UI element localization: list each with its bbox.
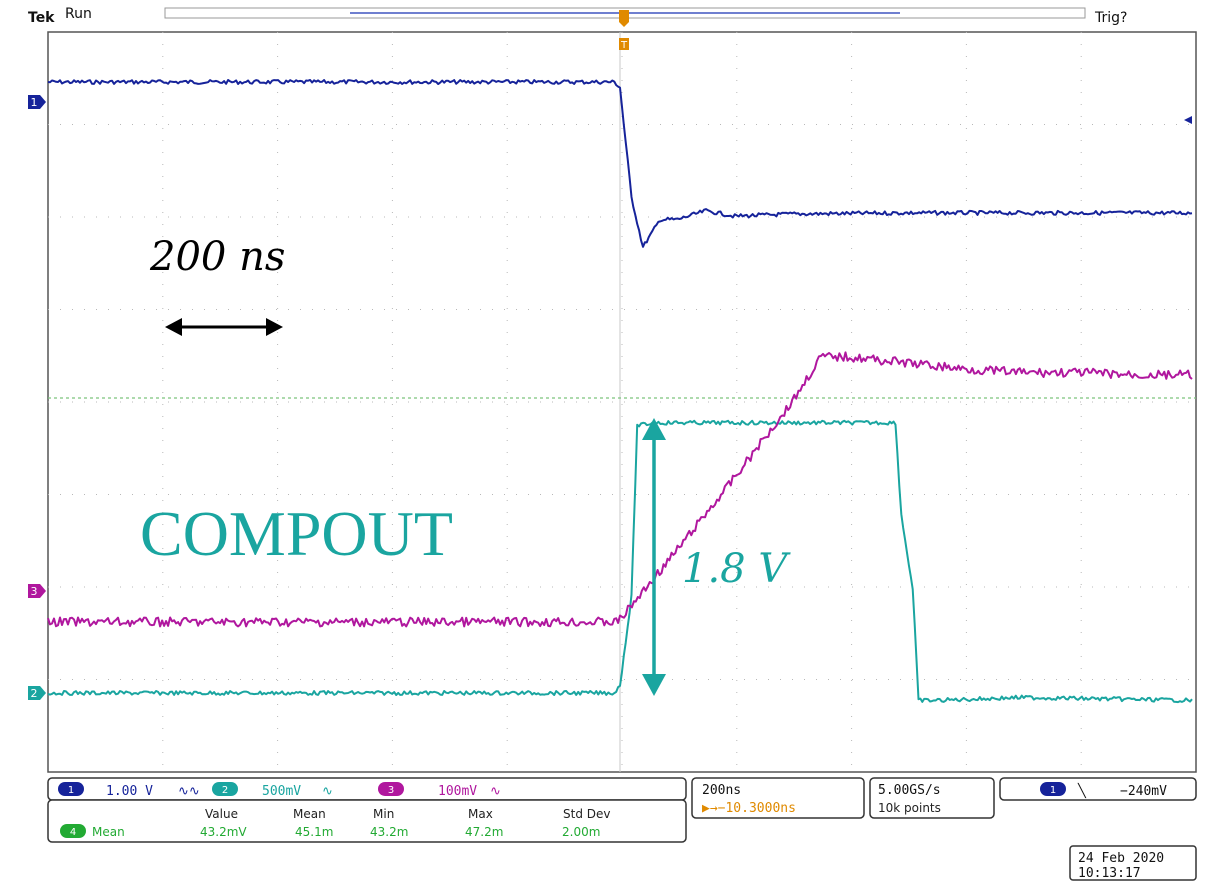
trigger-marker-label: T	[620, 40, 628, 51]
trigger-slope-icon: ╲	[1077, 782, 1087, 799]
meas-value: 43.2mV	[200, 825, 247, 839]
timestamp-panel: 24 Feb 2020 10:13:17	[1069, 845, 1197, 881]
meas-min: 43.2m	[370, 825, 408, 839]
trigger-panel[interactable]: 1 ╲ −240mV	[999, 777, 1197, 801]
run-status: Run	[65, 6, 92, 22]
ch1-badge[interactable]	[58, 782, 84, 796]
trigger-marker[interactable]: T	[619, 10, 629, 51]
record-length: 10k points	[878, 801, 941, 815]
ch2-scale[interactable]: 500mV	[262, 784, 301, 799]
measurement-panel: Value Mean Min Max Std Dev 4 Mean 43.2mV…	[47, 799, 687, 843]
ch2-trace	[47, 419, 1193, 704]
timebase-scale: 200ns	[702, 783, 741, 798]
ch1-ground-marker[interactable]: 1	[28, 95, 46, 109]
graticule-frame	[47, 31, 1197, 773]
trigger-source-label: 1	[1050, 785, 1056, 796]
time-scale-annotation: 200 ns	[149, 234, 285, 280]
meas-header-mean: Mean	[293, 807, 326, 821]
amplitude-arrow-icon	[642, 418, 666, 696]
trigger-level: −240mV	[1120, 784, 1167, 799]
meas-header-value: Value	[205, 807, 238, 821]
graticule	[47, 31, 1197, 773]
ch2-coupling: ∿	[322, 784, 333, 799]
ch3-marker-label: 3	[31, 585, 38, 598]
ch1-badge-label: 1	[68, 785, 74, 796]
ch3-scale[interactable]: 100mV	[438, 784, 477, 799]
ch3-trace	[47, 351, 1193, 628]
compout-annotation: COMPOUT	[140, 498, 453, 569]
meas-name: Mean	[92, 825, 125, 839]
meas-max: 47.2m	[465, 825, 503, 839]
ch3-badge-label: 3	[388, 785, 394, 796]
ch3-ground-marker[interactable]: 3	[28, 584, 46, 598]
timestamp-date: 24 Feb 2020	[1078, 851, 1164, 866]
channel-settings-panel: 1 1.00 V ∿∿ 2 500mV ∿ 3 100mV ∿	[47, 777, 687, 801]
meas-header-stddev: Std Dev	[563, 807, 610, 821]
ch1-coupling: ∿∿	[178, 784, 200, 799]
ch1-marker-label: 1	[31, 96, 38, 109]
amplitude-annotation: 1.8 V	[682, 546, 791, 592]
ch1-scale[interactable]: 1.00 V	[106, 784, 153, 799]
double-arrow-icon	[165, 318, 283, 336]
timebase-panel[interactable]: 200ns ▶→−10.3000ns	[691, 777, 865, 819]
ch3-coupling: ∿	[490, 784, 501, 799]
ch1-trace	[47, 79, 1193, 248]
meas-header-max: Max	[468, 807, 493, 821]
timestamp-time: 10:13:17	[1078, 866, 1141, 881]
math-badge-label: 4	[70, 827, 76, 838]
timebase-delay: ▶→−10.3000ns	[702, 801, 796, 816]
trigger-source-badge	[1040, 782, 1066, 796]
traces	[47, 79, 1193, 704]
trigger-state: Trig?	[1094, 10, 1127, 26]
ch2-badge-label: 2	[222, 785, 228, 796]
sample-rate: 5.00GS/s	[878, 783, 941, 798]
meas-stddev: 2.00m	[562, 825, 600, 839]
acquisition-panel[interactable]: 5.00GS/s 10k points	[869, 777, 995, 819]
ch2-ground-marker[interactable]: 2	[28, 686, 46, 700]
meas-header-min: Min	[373, 807, 394, 821]
ch2-badge[interactable]	[212, 782, 238, 796]
brand-label: Tek	[28, 10, 55, 26]
ch1-offscreen-arrow-icon	[1184, 116, 1192, 124]
header-bar: Tek Run Trig?	[28, 6, 1127, 26]
ch2-marker-label: 2	[31, 687, 38, 700]
ch3-badge[interactable]	[378, 782, 404, 796]
math-badge[interactable]	[60, 824, 86, 838]
meas-mean: 45.1m	[295, 825, 333, 839]
